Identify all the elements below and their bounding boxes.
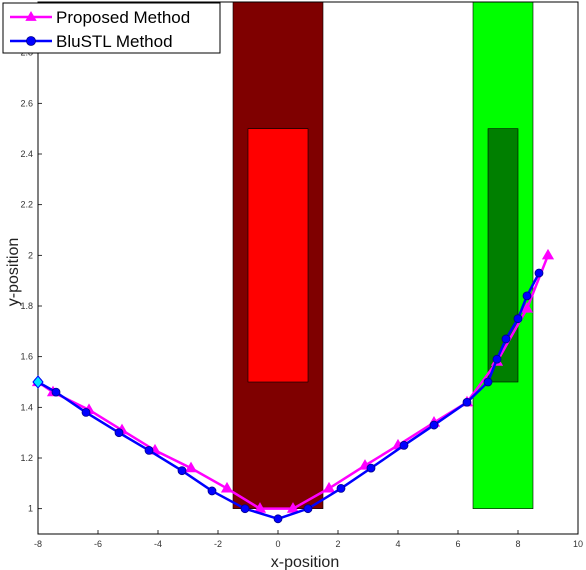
x-tick-label: -4 <box>154 539 162 549</box>
data-point <box>51 387 61 397</box>
x-tick-label: 4 <box>395 539 400 549</box>
data-point <box>273 514 283 524</box>
data-point <box>366 463 376 473</box>
start-point <box>32 375 44 389</box>
y-tick-label: 1 <box>28 504 33 514</box>
x-tick-label: 0 <box>275 539 280 549</box>
x-tick-label: -6 <box>94 539 102 549</box>
data-point <box>220 481 234 493</box>
legend-label: Proposed Method <box>56 8 190 27</box>
legend-label: BluSTL Method <box>56 32 173 51</box>
legend-marker <box>25 11 37 21</box>
plot-frame <box>37 1 579 535</box>
data-point <box>286 502 300 513</box>
x-tick-label: -2 <box>214 539 222 549</box>
y-axis-title: y-position <box>5 238 22 306</box>
data-point <box>513 314 523 324</box>
x-tick-label: 2 <box>335 539 340 549</box>
goal-region-inner <box>487 128 519 383</box>
data-point <box>541 248 555 260</box>
y-tick-label: 2.2 <box>20 200 33 210</box>
y-tick-label: 1.8 <box>20 301 33 311</box>
data-point <box>336 483 346 493</box>
data-point <box>322 481 336 493</box>
legend: Proposed Method BluSTL Method <box>2 2 221 54</box>
y-tick-label: 2.6 <box>20 98 33 108</box>
series-layer <box>31 248 555 524</box>
data-point <box>429 420 439 430</box>
data-point <box>303 504 313 514</box>
data-point <box>492 354 502 364</box>
data-point <box>207 486 217 496</box>
data-point <box>81 407 91 417</box>
y-tick-label: 1.2 <box>20 453 33 463</box>
data-point <box>462 397 472 407</box>
data-point <box>114 428 124 438</box>
x-axis-title: x-position <box>271 554 339 570</box>
data-point <box>177 466 187 476</box>
legend-box <box>2 2 221 54</box>
y-tick-label: 2.4 <box>20 149 33 159</box>
x-tick-label: 10 <box>573 539 583 549</box>
data-point <box>534 268 544 278</box>
y-tick-label: 2 <box>28 250 33 260</box>
avoid-region-inner <box>247 128 309 383</box>
data-point <box>520 302 534 313</box>
data-point <box>501 334 511 344</box>
x-tick-label: 8 <box>515 539 520 549</box>
series-blustl <box>33 268 544 524</box>
x-tick-label: 6 <box>455 539 460 549</box>
data-point <box>399 440 409 450</box>
y-tick-label: 1.6 <box>20 352 33 362</box>
regions-layer <box>232 1 534 509</box>
x-tick-label: -8 <box>34 539 42 549</box>
data-point <box>483 377 493 387</box>
data-point <box>144 445 154 455</box>
data-point <box>184 461 198 473</box>
data-point <box>522 291 532 301</box>
data-point <box>240 504 250 514</box>
y-tick-label: 1.4 <box>20 402 33 412</box>
legend-marker <box>26 36 36 46</box>
